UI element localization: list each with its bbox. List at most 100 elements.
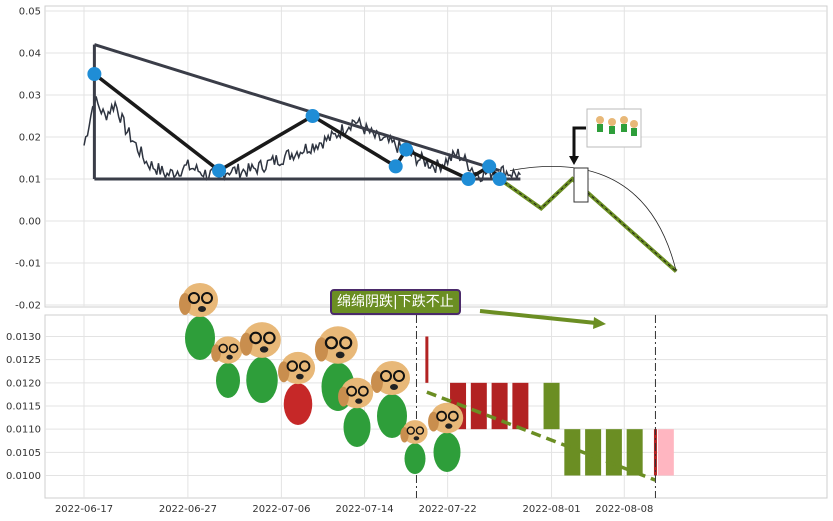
x-tick-label: 2022-07-06 <box>252 504 310 515</box>
dog-body <box>283 383 313 425</box>
dog-glasses <box>380 370 392 382</box>
thumbnail-dog-head <box>620 116 628 124</box>
thumbnail-dog-head <box>596 116 604 124</box>
pivot-marker <box>482 159 497 174</box>
price-series-line <box>83 96 521 183</box>
dog-head <box>280 351 316 385</box>
thumbnail-dog-body <box>609 126 615 134</box>
dog-ear <box>428 411 439 432</box>
dog-head <box>213 336 243 364</box>
dog-ear <box>239 332 253 356</box>
pivot-marker <box>87 67 102 81</box>
dog-ear <box>211 344 221 362</box>
dog-head <box>318 326 358 364</box>
pivot-marker <box>212 163 227 178</box>
pivot-marker <box>399 142 414 157</box>
sub-bar <box>512 382 529 430</box>
dog-ear <box>314 337 329 362</box>
sub-y-tick-label: 0.0105 <box>6 448 41 459</box>
sub-bar <box>653 429 657 476</box>
dog-glasses <box>263 331 276 345</box>
thumbnail-dog-head <box>608 118 616 126</box>
pivot-markers <box>87 67 507 186</box>
dog-glasses <box>298 360 311 372</box>
dog-nose <box>259 346 269 353</box>
dog-head <box>243 322 281 358</box>
dog-body <box>185 316 215 360</box>
dog-glasses <box>436 410 447 422</box>
dog-body <box>343 407 371 447</box>
sub-bar <box>564 429 581 476</box>
dog-nose <box>335 351 345 359</box>
x-tick-label: 2022-07-14 <box>335 504 393 515</box>
main-y-tick-label: 0.02 <box>19 133 41 144</box>
dog-glasses <box>406 426 415 435</box>
dog-nose <box>445 423 453 429</box>
dog-ear <box>179 293 191 315</box>
dog-sticker <box>400 420 428 474</box>
trend-line <box>93 43 501 173</box>
sub-y-tick-label: 0.0100 <box>6 471 41 482</box>
x-tick-label: 2022-07-22 <box>419 504 477 515</box>
dog-glasses <box>218 343 228 354</box>
callout-arrow <box>479 309 597 325</box>
sub-bars <box>425 336 674 476</box>
sub-bar <box>543 382 560 430</box>
sub-trend-line <box>426 390 657 482</box>
dog-head <box>340 377 374 409</box>
pivot-marker <box>461 172 476 186</box>
pointer-box <box>573 167 589 203</box>
dog-glasses <box>324 336 338 350</box>
sub-bar <box>605 429 622 476</box>
sub-y-tick-label: 0.0110 <box>6 425 41 436</box>
dog-body <box>404 443 426 474</box>
dog-nose <box>390 384 398 390</box>
dog-ear <box>338 386 349 407</box>
main-y-tick-label: 0.00 <box>19 217 41 228</box>
dog-body <box>433 432 461 472</box>
dog-sticker <box>239 322 281 403</box>
main-y-tick-label: 0.05 <box>19 7 41 18</box>
dog-head <box>182 283 218 317</box>
dog-body <box>246 356 278 403</box>
dog-glasses <box>201 292 213 304</box>
x-tick-label: 2022-06-17 <box>55 504 113 515</box>
dog-glasses <box>415 426 425 435</box>
dog-glasses <box>228 343 239 354</box>
thumbnail-dog-body <box>621 124 627 132</box>
dog-nose <box>296 373 304 380</box>
x-tick-label: 2022-08-08 <box>595 504 653 515</box>
dog-sticker <box>371 361 410 438</box>
dog-ear <box>278 361 290 383</box>
sub-bar <box>626 429 643 476</box>
sub-bar <box>425 336 429 383</box>
sticker-dogs <box>179 283 464 474</box>
sub-y-tick-label: 0.0120 <box>6 378 41 389</box>
dog-glasses <box>346 385 357 397</box>
dog-glasses <box>286 360 298 372</box>
main-y-tick-label: 0.03 <box>19 91 41 102</box>
main-y-tick-label: 0.01 <box>19 175 41 186</box>
main-y-tick-label: -0.02 <box>15 301 41 312</box>
sub-y-tick-label: 0.0130 <box>6 332 41 343</box>
dog-nose <box>413 436 420 441</box>
dog-nose <box>198 306 206 312</box>
main-y-tick-label: 0.04 <box>19 49 41 60</box>
dog-body <box>377 394 407 438</box>
dog-sticker <box>211 336 243 398</box>
sub-y-tick-label: 0.0125 <box>6 355 41 366</box>
forecast-line-dash <box>499 178 677 272</box>
thumbnail-dog-head <box>630 120 638 128</box>
dog-head <box>374 361 410 395</box>
pivot-marker <box>492 172 507 186</box>
thumbnail-dog-body <box>631 128 637 136</box>
sub-y-tick-label: 0.0115 <box>6 402 41 413</box>
dog-nose <box>355 398 363 404</box>
dog-glasses <box>188 292 200 304</box>
dog-head <box>402 420 428 444</box>
dog-sticker <box>278 351 316 425</box>
main-y-tick-label: -0.01 <box>15 259 41 270</box>
sub-bar <box>657 429 674 476</box>
